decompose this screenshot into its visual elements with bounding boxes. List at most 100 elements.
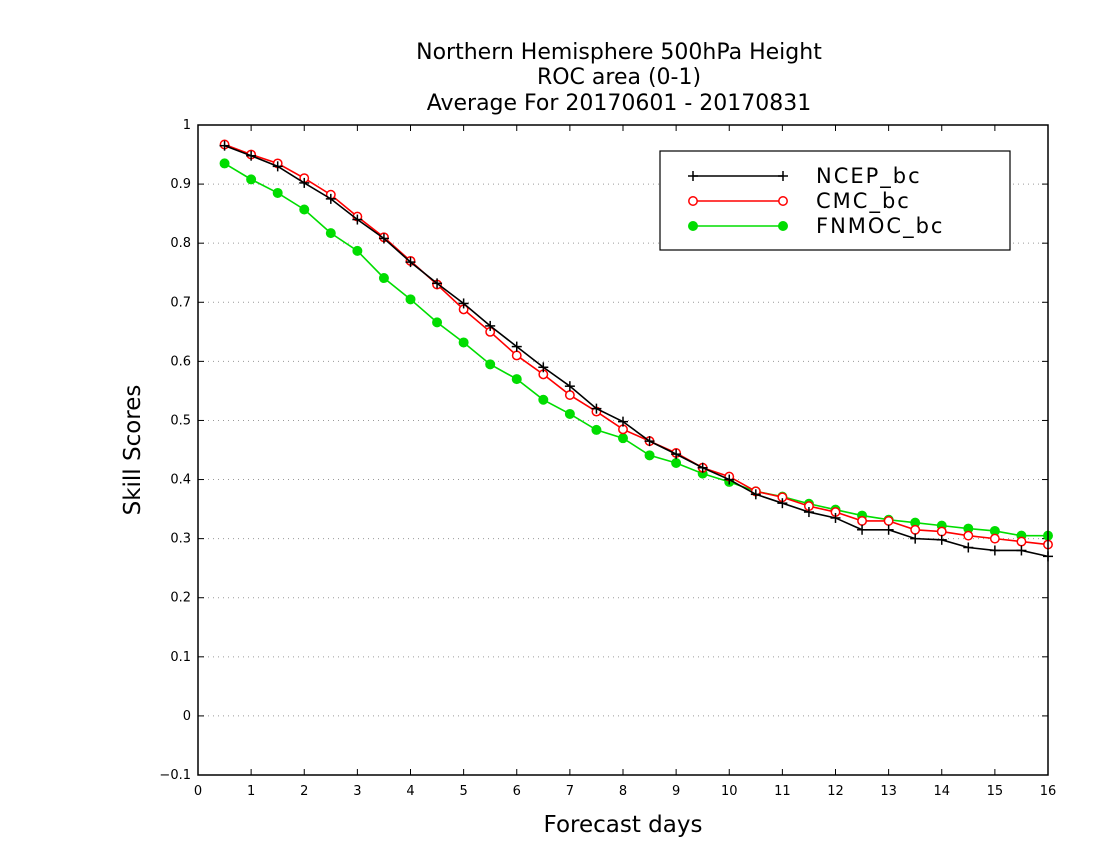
y-tick-label: 0.8	[170, 236, 191, 251]
x-tick-label: 4	[406, 784, 414, 799]
legend-marker	[778, 221, 788, 231]
data-point-ncep-bc	[618, 416, 628, 427]
data-point-ncep-bc	[299, 177, 310, 188]
y-tick-label: 0.7	[170, 295, 191, 310]
data-point-cmc-bc	[1016, 536, 1027, 547]
data-point-ncep-bc	[246, 150, 257, 161]
legend-label: NCEP_bc	[816, 164, 922, 189]
series-line-ncep-bc	[224, 144, 1049, 558]
data-point-ncep-bc	[963, 542, 974, 553]
y-tick-label: −0.1	[159, 768, 191, 783]
x-tick-label: 16	[1040, 784, 1057, 799]
chart-title: Northern Hemisphere 500hPa Height ROC ar…	[416, 40, 822, 116]
series-group	[219, 139, 1053, 562]
x-tick-label: 13	[880, 784, 897, 799]
x-tick-label: 5	[459, 784, 467, 799]
grid	[198, 183, 1048, 717]
legend-item-ncep-bc: NCEP_bc	[688, 164, 922, 189]
legend-marker	[688, 196, 698, 206]
data-point-ncep-bc	[989, 545, 1000, 556]
data-point-fnmoc-bc	[378, 273, 389, 284]
data-point-fnmoc-bc	[325, 228, 336, 239]
data-point-cmc-bc	[910, 524, 921, 535]
legend-label: FNMOC_bc	[816, 214, 944, 239]
legend-marker	[778, 196, 788, 206]
data-point-ncep-bc	[750, 489, 761, 500]
title-line-2: ROC area (0-1)	[537, 65, 701, 90]
data-point-ncep-bc	[671, 449, 682, 460]
data-point-ncep-bc	[272, 161, 283, 172]
data-point-fnmoc-bc	[644, 450, 655, 461]
data-point-cmc-bc	[511, 350, 522, 361]
data-point-fnmoc-bc	[671, 458, 682, 468]
y-tick-label: 0.1	[170, 650, 191, 665]
data-point-fnmoc-bc	[458, 337, 469, 348]
data-point-ncep-bc	[936, 534, 947, 545]
data-point-fnmoc-bc	[511, 374, 522, 385]
data-point-ncep-bc	[511, 341, 522, 352]
data-point-ncep-bc	[538, 362, 549, 373]
legend-marker	[688, 221, 698, 231]
data-point-fnmoc-bc	[564, 408, 575, 419]
data-point-fnmoc-bc	[272, 187, 283, 198]
data-point-ncep-bc	[378, 233, 389, 244]
data-point-ncep-bc	[857, 524, 868, 535]
series-fnmoc-bc	[219, 158, 1053, 541]
y-tick-label: 0.6	[170, 354, 191, 369]
y-tick-label: 0.9	[170, 177, 191, 192]
y-tick-label: 0.2	[170, 591, 191, 606]
legend-marker	[688, 171, 698, 181]
data-point-fnmoc-bc	[405, 294, 416, 305]
data-point-ncep-bc	[830, 512, 841, 523]
data-point-ncep-bc	[910, 533, 921, 544]
data-point-ncep-bc	[883, 524, 894, 535]
data-point-fnmoc-bc	[352, 245, 363, 256]
data-point-fnmoc-bc	[299, 204, 310, 215]
data-point-ncep-bc	[644, 436, 655, 447]
y-tick-label: 1	[183, 118, 191, 133]
x-tick-label: 12	[827, 784, 844, 799]
legend-item-cmc-bc: CMC_bc	[688, 189, 911, 214]
data-point-ncep-bc	[405, 257, 416, 268]
data-point-cmc-bc	[564, 390, 575, 400]
data-point-ncep-bc	[219, 140, 230, 151]
x-tick-label: 2	[300, 784, 308, 799]
data-point-ncep-bc	[564, 381, 575, 392]
data-point-ncep-bc	[458, 298, 469, 309]
data-point-cmc-bc	[963, 530, 974, 541]
data-point-ncep-bc	[803, 507, 814, 518]
x-tick-label: 6	[513, 784, 521, 799]
legend-marker	[778, 171, 788, 181]
legend-label: CMC_bc	[816, 189, 911, 214]
x-tick-label: 14	[933, 784, 950, 799]
data-point-ncep-bc	[432, 278, 443, 289]
x-tick-label: 1	[247, 784, 255, 799]
legend-item-fnmoc-bc: FNMOC_bc	[688, 214, 944, 239]
data-point-ncep-bc	[724, 474, 735, 485]
data-point-fnmoc-bc	[485, 359, 496, 370]
x-tick-label: 7	[566, 784, 574, 799]
y-tick-label: 0	[183, 709, 191, 724]
data-point-ncep-bc	[777, 498, 788, 509]
data-point-fnmoc-bc	[538, 394, 549, 405]
title-line-1: Northern Hemisphere 500hPa Height	[416, 40, 822, 65]
data-point-cmc-bc	[989, 533, 1000, 544]
y-tick-label: 0.5	[170, 413, 191, 428]
data-point-fnmoc-bc	[591, 424, 602, 435]
data-point-ncep-bc	[1016, 545, 1027, 556]
data-point-fnmoc-bc	[219, 158, 230, 169]
x-tick-label: 11	[774, 784, 791, 799]
y-tick-label: 0.4	[170, 473, 191, 488]
x-tick-label: 3	[353, 784, 361, 799]
x-tick-label: 0	[194, 784, 202, 799]
x-tick-label: 10	[721, 784, 738, 799]
data-point-cmc-bc	[936, 526, 947, 537]
x-axis-label: Forecast days	[544, 812, 703, 838]
data-point-cmc-bc	[857, 515, 868, 526]
x-tick-label: 9	[672, 784, 680, 799]
y-tick-label: 0.3	[170, 532, 191, 547]
data-point-fnmoc-bc	[618, 433, 628, 444]
